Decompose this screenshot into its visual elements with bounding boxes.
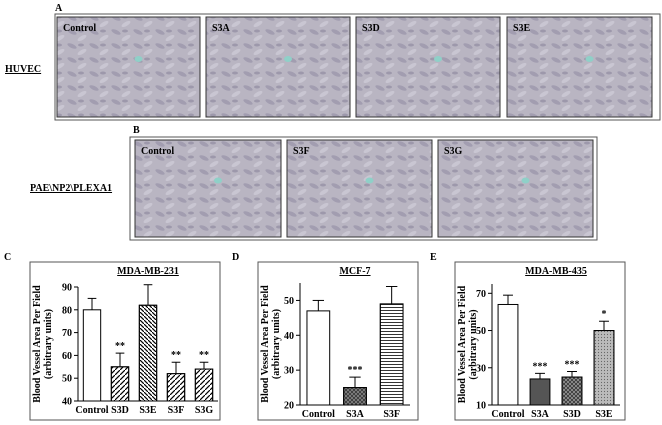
image-label: S3E [513,23,531,34]
image-label: Control [141,146,174,157]
chart-frame [257,261,419,421]
image-label: S3G [444,146,463,157]
x-tick-label: S3E [139,405,157,416]
y-tick-label: 40 [62,397,72,408]
vessel-spot [214,177,222,184]
image-label: S3D [362,23,380,34]
x-tick-label: S3F [168,405,185,416]
micrograph [506,16,653,118]
bar-pattern [593,330,615,406]
panel-letter: C [4,252,11,263]
y-axis-label: Blood Vessel Area Per Field [260,285,271,403]
vessel-spot [521,177,530,184]
bar [82,309,102,402]
y-axis-label: (arbitrary units) [468,309,479,379]
x-tick-label: S3D [563,409,581,420]
bar-pattern [166,373,186,402]
x-tick-label: S3F [383,409,400,420]
chart-title: MDA-MB-231 [117,266,179,277]
y-tick-label: 80 [62,305,72,316]
y-tick-label: 10 [476,401,486,412]
y-tick-label: 70 [476,289,486,300]
x-tick-label: Control [75,405,108,416]
bar [306,310,331,406]
bar-pattern [110,366,130,402]
significance: * [602,309,607,320]
panel-frame [54,13,661,121]
image-label: S3F [293,146,310,157]
bar-pattern [379,303,404,406]
x-tick-label: Control [302,409,335,420]
x-tick-label: S3G [195,405,214,416]
micrograph [134,139,282,238]
image-label: S3A [212,23,231,34]
y-tick-label: 70 [62,328,72,339]
y-axis-label: (arbitrary units) [43,309,54,379]
significance: ** [171,350,181,361]
vessel-spot [434,56,442,62]
panel-letter: D [232,252,239,263]
micrograph [205,16,351,118]
chart-frame [29,261,221,421]
vessel-spot [585,56,594,62]
micrograph [437,139,594,238]
panel-letter: E [430,252,437,263]
image-label: Control [63,23,96,34]
significance: ** [199,350,209,361]
y-axis-label: Blood Vessel Area Per Field [457,285,468,403]
vessel-spot [284,56,292,62]
x-tick-label: S3A [531,409,550,420]
y-tick-label: 50 [284,296,294,307]
significance: ** [115,341,125,352]
significance: *** [565,359,580,370]
y-tick-label: 90 [62,283,72,294]
panel-frame [129,136,598,241]
bar [529,378,551,406]
bar-pattern [561,376,583,406]
x-tick-label: S3A [346,409,365,420]
panel-letter: A [55,3,63,14]
significance: *** [348,365,363,376]
y-tick-label: 30 [284,366,294,377]
bar-pattern [194,368,214,402]
y-axis-label: (arbitrary units) [271,309,282,379]
y-axis-label: Blood Vessel Area Per Field [32,285,43,403]
x-tick-label: Control [491,409,524,420]
panel-letter: B [133,125,140,136]
bar [497,303,519,406]
x-tick-label: S3E [595,409,613,420]
row-label: PAE\NP2\PLEXA1 [30,183,112,194]
bar-pattern [138,304,158,402]
chart-title: MCF-7 [339,266,370,277]
significance: *** [533,361,548,372]
y-tick-label: 30 [476,363,486,374]
micrograph [286,139,433,238]
vessel-spot [365,177,374,184]
y-tick-label: 50 [476,326,486,337]
y-tick-label: 60 [62,351,72,362]
vessel-spot [134,56,143,62]
micrograph [56,16,201,118]
y-tick-label: 40 [284,331,294,342]
y-tick-label: 20 [284,401,294,412]
chart-frame [454,261,626,421]
chart-title: MDA-MB-435 [525,266,587,277]
row-label: HUVEC [5,64,41,75]
y-tick-label: 50 [62,374,72,385]
micrograph [355,16,501,118]
bar-pattern [343,387,367,406]
x-tick-label: S3D [111,405,129,416]
